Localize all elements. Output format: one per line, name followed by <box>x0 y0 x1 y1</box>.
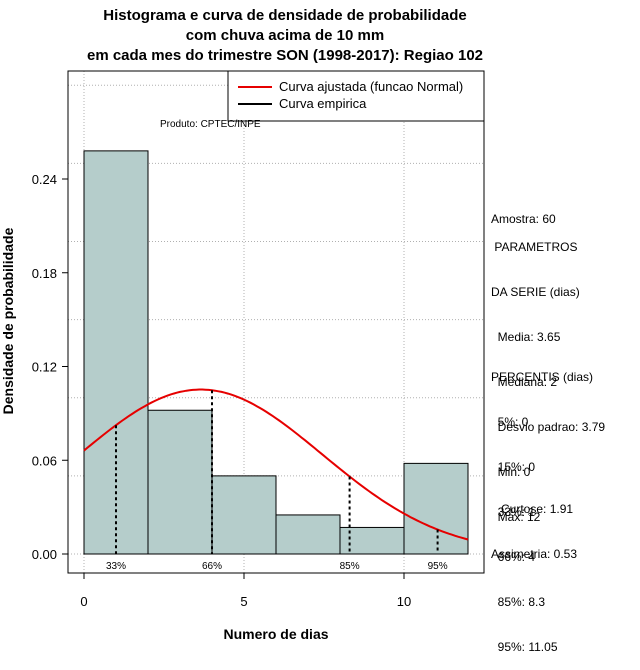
stat-p66: 66%: 4 <box>491 550 536 564</box>
legend-label-normal: Curva ajustada (funcao Normal) <box>279 79 463 94</box>
histogram-bar-6 <box>403 462 469 555</box>
credit-text: Produto: CPTEC/INPE <box>160 119 261 130</box>
stat-mediana: Mediana: 2 <box>491 375 558 389</box>
parametros-subtitle: DA SERIE (dias) <box>491 285 580 299</box>
y-axis-label: Densidade de probabilidade <box>0 227 16 414</box>
y-tick-label-2: 0.12 <box>32 360 57 375</box>
percentile-label-95: 95% <box>428 561 448 572</box>
histogram-bars <box>83 150 469 555</box>
title-line-1: Histograma e curva de densidade de proba… <box>103 7 467 24</box>
x-tick-label-10: 10 <box>397 594 411 609</box>
stat-p15: 15%: 0 <box>491 460 536 474</box>
percentile-markers: 33% 66% 85% 95% <box>106 390 448 572</box>
stat-min: Min: 0 <box>491 465 531 479</box>
y-tick-label-3: 0.18 <box>32 266 57 281</box>
stat-desvio: Desvio padrao: 3.79 <box>491 420 606 434</box>
percentile-label-33: 33% <box>106 561 126 572</box>
percentiles: PERCENTIS (dias) 5%: 0 15%: 0 33%: 1 66%… <box>491 340 593 670</box>
title-line-2: com chuva acima de 10 mm <box>185 27 385 44</box>
histogram-bar-2 <box>147 409 213 555</box>
stat-assimetria: Assimetria: 0.53 <box>491 547 578 561</box>
stat-p95: 95%: 11.05 <box>491 640 558 654</box>
y-tick-label-4: 0.24 <box>32 172 57 187</box>
parametros-title: PARAMETROS <box>491 240 578 254</box>
stat-p85: 85%: 8.3 <box>491 595 546 609</box>
stat-p5: 5%: 0 <box>491 415 529 429</box>
stat-media: Media: 3.65 <box>491 330 561 344</box>
x-tick-label-0: 0 <box>80 594 87 609</box>
series-parameters: PARAMETROS DA SERIE (dias) Media: 3.65 M… <box>491 210 605 540</box>
percentis-title: PERCENTIS (dias) <box>491 370 594 384</box>
shape-statistics: Curtose: 1.91 Assimetria: 0.53 <box>491 472 577 577</box>
stat-p33: 33%: 1 <box>491 505 536 519</box>
axes: 0 5 10 0.00 0.06 0.12 0.18 0.24 <box>32 172 412 609</box>
y-tick-label-0: 0.00 <box>32 547 57 562</box>
legend: Curva ajustada (funcao Normal) Curva emp… <box>227 70 485 122</box>
title-line-3: em cada mes do trimestre SON (1998-2017)… <box>86 47 483 64</box>
chart-title: Histograma e curva de densidade de proba… <box>0 6 570 66</box>
histogram-bar-3 <box>211 475 277 555</box>
x-tick-label-5: 5 <box>240 594 247 609</box>
histogram-bar-5 <box>339 526 405 555</box>
stat-max: Max: 12 <box>491 510 541 524</box>
x-axis-label: Numero de dias <box>223 626 328 642</box>
stat-curtose: Curtose: 1.91 <box>491 502 574 516</box>
density-curves <box>83 388 469 541</box>
normal-fit-curve <box>83 388 469 541</box>
percentile-label-66: 66% <box>202 561 222 572</box>
legend-label-empirical: Curva empirica <box>279 96 367 111</box>
legend-box <box>227 70 485 122</box>
y-tick-label-1: 0.06 <box>32 453 57 468</box>
histogram-bar-4 <box>275 514 341 555</box>
percentile-label-85: 85% <box>340 561 360 572</box>
stat-amostra: Amostra: 60 <box>491 212 556 226</box>
sample-size: Amostra: 60 <box>491 182 556 242</box>
